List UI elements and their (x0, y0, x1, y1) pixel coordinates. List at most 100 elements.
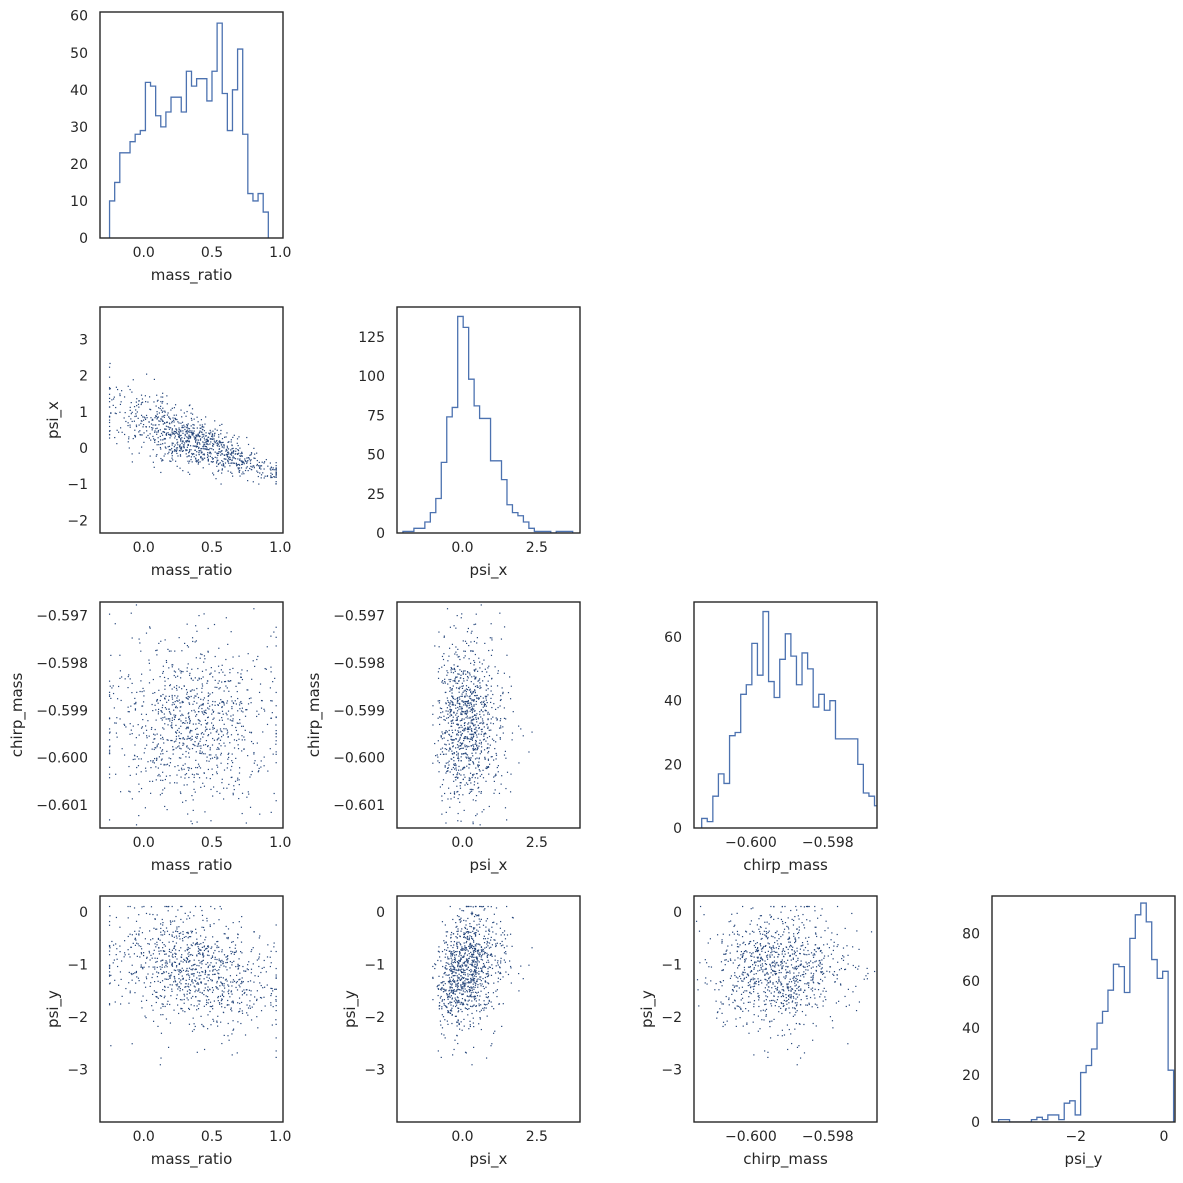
scatter-point (462, 768, 464, 770)
scatter-point (234, 700, 236, 702)
scatter-point (157, 775, 159, 777)
scatter-point (148, 437, 150, 439)
scatter-point (259, 683, 262, 685)
scatter-point (479, 661, 481, 663)
scatter-point (499, 612, 501, 614)
scatter-point (173, 936, 175, 938)
scatter-point (171, 964, 173, 966)
scatter-point (173, 419, 175, 421)
scatter-point (449, 970, 452, 972)
scatter-point (115, 773, 117, 775)
scatter-point (204, 448, 207, 450)
scatter-point (270, 993, 273, 995)
scatter-point (232, 702, 234, 704)
scatter-point (162, 415, 164, 417)
scatter-point (175, 735, 178, 738)
scatter-point (230, 953, 232, 955)
scatter-point (483, 676, 486, 678)
scatter-point (169, 959, 171, 961)
scatter-point (495, 754, 498, 756)
scatter-point (230, 696, 232, 698)
scatter-point (466, 642, 468, 644)
scatter-point (235, 448, 237, 450)
scatter-point (194, 440, 197, 442)
scatter-point (200, 943, 202, 945)
scatter-point (256, 959, 258, 961)
scatter-point (238, 783, 240, 786)
scatter-point (186, 410, 188, 413)
scatter-point (167, 412, 169, 414)
scatter-point (160, 968, 162, 970)
scatter-point (239, 469, 241, 472)
scatter-point (212, 700, 214, 703)
scatter-point (174, 980, 176, 982)
scatter-point (472, 691, 474, 693)
scatter-point (445, 931, 447, 933)
scatter-point (196, 737, 198, 739)
scatter-point (206, 439, 209, 441)
scatter-point (239, 447, 241, 449)
scatter-point (452, 953, 454, 955)
scatter-point (196, 461, 198, 463)
scatter-point (450, 955, 452, 957)
scatter-point (143, 966, 145, 968)
scatter-point (200, 733, 203, 735)
scatter-point (483, 735, 485, 737)
scatter-point (509, 933, 512, 935)
scatter-point (461, 986, 463, 988)
scatter-point (188, 716, 190, 718)
scatter-point (499, 971, 501, 974)
scatter-point (499, 705, 501, 707)
scatter-point (201, 670, 204, 672)
y-tick-label: 2 (79, 369, 88, 385)
scatter-point (219, 702, 221, 704)
scatter-point (472, 1022, 474, 1024)
scatter-point (475, 971, 477, 973)
scatter-point (134, 944, 137, 946)
scatter-point (488, 999, 490, 1002)
scatter-point (472, 991, 474, 993)
scatter-point (176, 994, 178, 996)
scatter-point (496, 989, 498, 991)
scatter-point (474, 678, 476, 680)
scatter-point (229, 672, 231, 674)
scatter-point (270, 962, 272, 964)
scatter-point (447, 1010, 449, 1012)
scatter-point (465, 704, 467, 706)
scatter-point (116, 388, 119, 391)
scatter-point (466, 765, 468, 767)
scatter-point (194, 963, 196, 965)
scatter-point (469, 738, 472, 740)
scatter-point (478, 999, 480, 1001)
scatter-point (186, 918, 188, 920)
scatter-point (479, 953, 481, 956)
scatter-point (478, 953, 480, 955)
scatter-point (154, 757, 156, 760)
scatter-point (470, 936, 473, 938)
scatter-point (183, 958, 185, 961)
scatter-point (477, 724, 479, 726)
scatter-point (166, 403, 168, 405)
scatter-point (437, 677, 440, 679)
scatter-point (191, 452, 193, 455)
scatter-point (438, 646, 440, 648)
scatter-point (473, 977, 476, 980)
scatter-point (217, 997, 219, 999)
scatter-point (200, 704, 202, 706)
scatter-point (442, 733, 444, 735)
scatter-point (230, 776, 232, 779)
scatter-point (452, 672, 455, 674)
scatter-point (473, 988, 475, 990)
scatter-point (113, 959, 115, 961)
scatter-point (182, 753, 184, 755)
scatter-point (184, 912, 186, 914)
scatter-point (221, 778, 223, 780)
scatter-point (451, 750, 453, 752)
scatter-point (237, 967, 240, 969)
scatter-point (190, 449, 192, 451)
scatter-point (181, 1008, 183, 1010)
scatter-point (471, 965, 474, 967)
scatter-point (450, 970, 453, 972)
scatter-point (490, 974, 493, 976)
scatter-point (194, 741, 196, 743)
